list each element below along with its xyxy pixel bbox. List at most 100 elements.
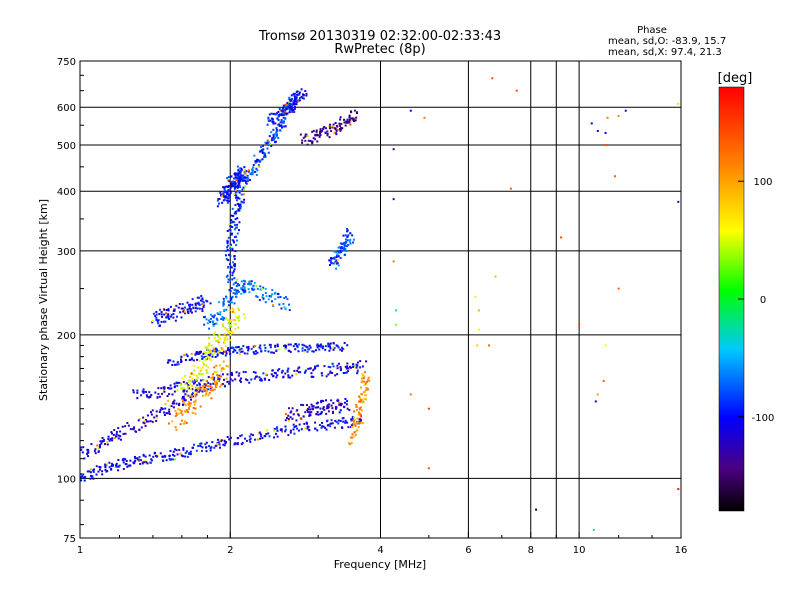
- data-point: [348, 365, 351, 368]
- data-point: [221, 195, 224, 198]
- data-point: [268, 135, 271, 138]
- data-point: [169, 305, 172, 308]
- data-point: [186, 388, 189, 391]
- data-point: [286, 102, 289, 105]
- data-point: [228, 289, 231, 292]
- data-point: [202, 301, 205, 304]
- data-point: [287, 407, 290, 410]
- data-point: [154, 451, 157, 454]
- data-point: [223, 350, 226, 353]
- data-point: [196, 376, 199, 379]
- data-point: [246, 174, 249, 177]
- data-point: [174, 448, 177, 451]
- data-point: [237, 345, 240, 348]
- data-point: [205, 383, 208, 386]
- data-point: [602, 380, 605, 383]
- data-point: [172, 402, 175, 405]
- data-point: [293, 426, 296, 429]
- data-point: [214, 352, 217, 355]
- data-point: [138, 456, 141, 459]
- data-point: [340, 242, 343, 245]
- data-point: [204, 394, 207, 397]
- data-point: [232, 239, 235, 242]
- data-point: [335, 420, 338, 423]
- data-point: [163, 414, 166, 417]
- data-point: [86, 470, 89, 473]
- data-point: [287, 107, 290, 110]
- data-point: [84, 475, 87, 478]
- data-point: [225, 352, 228, 355]
- data-point: [353, 431, 356, 434]
- data-point: [92, 469, 95, 472]
- data-point: [202, 363, 205, 366]
- data-point: [226, 240, 229, 243]
- data-point: [337, 422, 340, 425]
- data-point: [173, 399, 176, 402]
- data-point: [223, 308, 226, 311]
- data-point: [365, 398, 368, 401]
- data-point: [107, 438, 110, 441]
- data-point: [138, 418, 141, 421]
- data-point: [81, 451, 84, 454]
- data-point: [201, 300, 204, 303]
- data-point: [235, 185, 238, 188]
- data-point: [253, 438, 256, 441]
- data-point: [306, 135, 309, 138]
- data-point: [331, 257, 334, 260]
- data-point: [306, 346, 309, 349]
- data-point: [234, 346, 237, 349]
- data-point: [224, 317, 227, 320]
- data-point: [244, 437, 247, 440]
- data-point: [175, 363, 178, 366]
- data-point: [194, 307, 197, 310]
- data-point: [117, 469, 120, 472]
- data-point: [231, 379, 234, 382]
- data-point: [151, 320, 154, 323]
- data-point: [231, 207, 234, 210]
- colorbar-tick-label: 0: [760, 295, 766, 306]
- data-point: [225, 308, 228, 311]
- data-point: [334, 374, 337, 377]
- data-point: [212, 315, 215, 318]
- data-point: [176, 453, 179, 456]
- data-point: [270, 112, 273, 115]
- data-point: [233, 349, 236, 352]
- data-point: [212, 324, 215, 327]
- data-point: [184, 312, 187, 315]
- data-point: [287, 367, 290, 370]
- data-point: [201, 446, 204, 449]
- data-point: [245, 439, 248, 442]
- data-point: [140, 459, 143, 462]
- data-point: [201, 366, 204, 369]
- data-point: [222, 300, 225, 303]
- data-point: [212, 323, 215, 326]
- data-point: [136, 389, 139, 392]
- data-point: [245, 170, 248, 173]
- data-point: [182, 310, 185, 313]
- data-point: [285, 103, 288, 106]
- data-point: [252, 285, 255, 288]
- data-point: [349, 123, 352, 126]
- data-point: [176, 389, 179, 392]
- data-point: [230, 233, 233, 236]
- data-point: [133, 455, 136, 458]
- data-point: [320, 401, 323, 404]
- data-point: [105, 462, 108, 465]
- data-point: [213, 333, 216, 336]
- data-point: [126, 465, 129, 468]
- data-point: [163, 411, 166, 414]
- data-point: [231, 307, 234, 310]
- data-point: [237, 176, 240, 179]
- data-point: [211, 355, 214, 358]
- data-point: [234, 292, 237, 295]
- data-point: [244, 185, 247, 188]
- data-point: [160, 320, 163, 323]
- data-point: [352, 363, 355, 366]
- data-point: [298, 97, 301, 100]
- data-point: [392, 198, 395, 201]
- data-point: [86, 451, 89, 454]
- data-point: [264, 153, 267, 156]
- data-point: [190, 357, 193, 360]
- data-point: [209, 383, 212, 386]
- data-point: [353, 410, 356, 413]
